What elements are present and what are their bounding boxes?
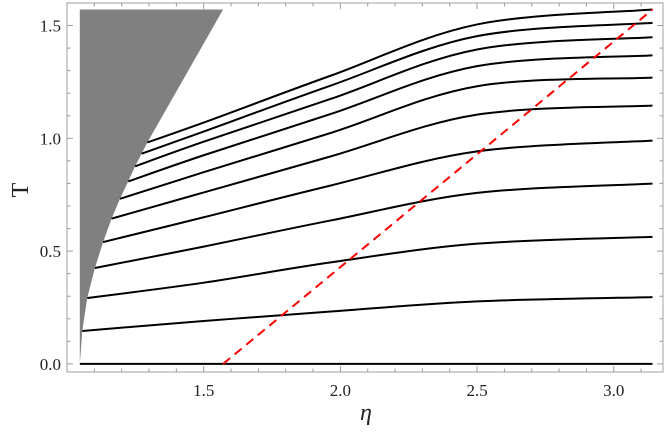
curve-1 [82, 296, 653, 332]
x-tick-label: 3.0 [603, 381, 624, 400]
y-tick-label: 0.5 [40, 242, 61, 261]
curve-2 [87, 235, 653, 300]
x-tick-label: 2.5 [466, 381, 487, 400]
forbidden-region [79, 9, 224, 364]
x-axis-label: η [360, 400, 372, 426]
ticks [66, 2, 663, 372]
curve-10 [147, 8, 653, 144]
tick-labels: 1.5 2.0 2.5 3.0 0.0 0.5 1.0 1.5 [40, 17, 625, 400]
y-tick-label: 0.0 [40, 355, 61, 374]
y-axis-label: T [8, 182, 34, 197]
curve-7 [127, 54, 653, 183]
plot-area [79, 8, 654, 365]
curve-3 [94, 182, 653, 270]
x-tick-label: 2.0 [330, 381, 351, 400]
plot-frame [66, 2, 664, 373]
curve-6 [119, 76, 653, 200]
dashed-line [222, 8, 654, 365]
y-tick-label: 1.0 [40, 129, 61, 148]
y-tick-label: 1.5 [40, 17, 61, 36]
curve-8 [134, 36, 653, 168]
curve-4 [102, 139, 653, 244]
x-tick-label: 1.5 [193, 381, 214, 400]
curve-5 [111, 104, 653, 220]
curve-9 [141, 21, 653, 155]
